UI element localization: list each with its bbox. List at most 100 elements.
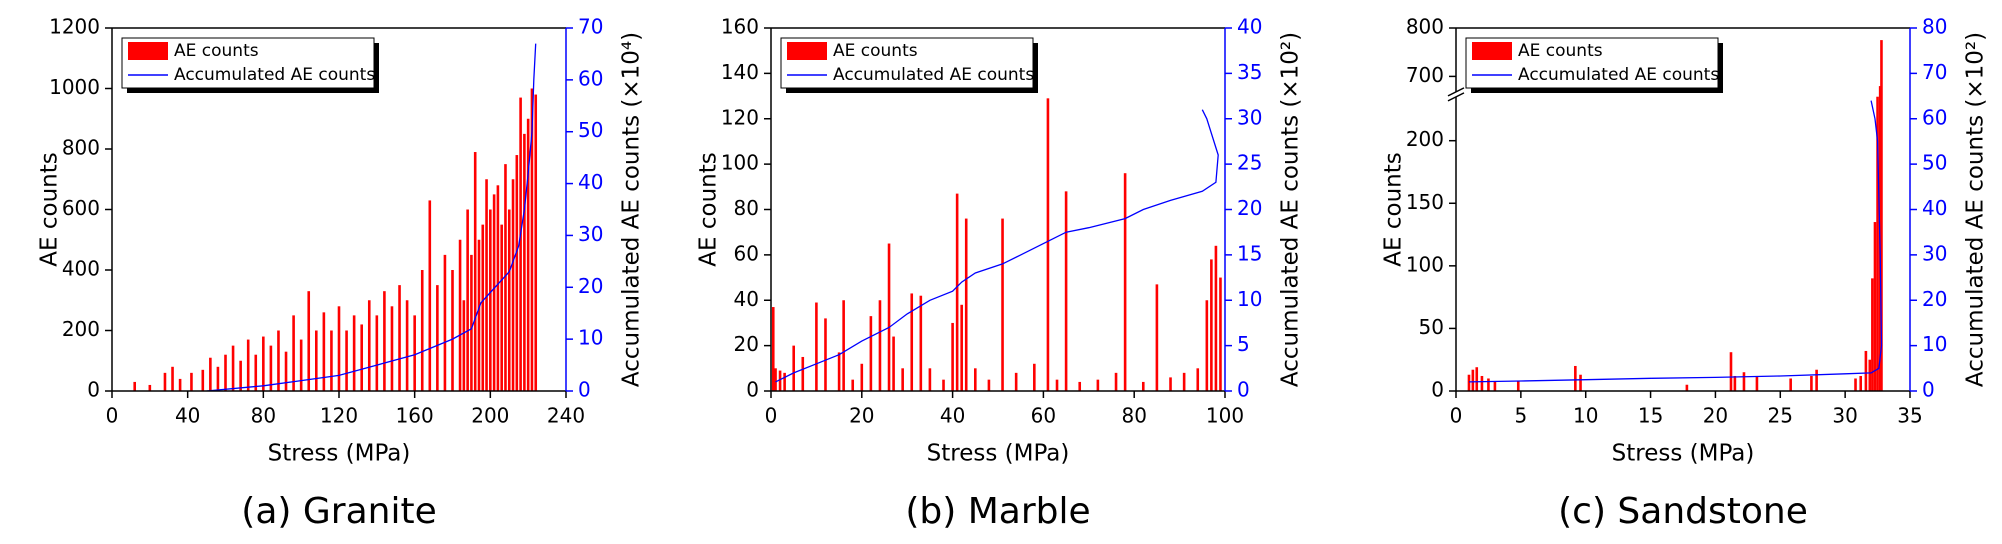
x-tick-label: 60 <box>1031 404 1056 428</box>
bar <box>1859 375 1863 391</box>
legend: AE counts Accumulated AE counts <box>121 37 379 93</box>
bar <box>824 318 827 391</box>
bar <box>878 300 882 391</box>
y2-tick-label: 80 <box>1922 15 1947 39</box>
y-tick-label: 200 <box>1406 127 1444 151</box>
bar <box>337 306 341 391</box>
bar <box>413 315 416 391</box>
bar <box>910 293 914 391</box>
bar <box>375 315 379 391</box>
plot-area <box>1467 40 1883 391</box>
x-tick-label: 30 <box>1832 404 1857 428</box>
bar <box>345 330 348 391</box>
bar <box>1114 372 1118 391</box>
y-tick-label: 160 <box>721 15 759 39</box>
bar <box>860 363 864 391</box>
bar <box>1033 363 1036 391</box>
x-tick-label: 35 <box>1897 404 1922 428</box>
bar <box>254 354 258 391</box>
bar <box>398 285 401 391</box>
bar <box>277 330 280 391</box>
bar <box>443 254 447 391</box>
bar <box>1733 375 1737 391</box>
x-tick-label: 40 <box>175 404 200 428</box>
bar <box>1219 277 1222 391</box>
y-tick-label: 0 <box>87 378 100 402</box>
bar <box>315 330 318 391</box>
bar <box>507 209 511 391</box>
y2-tick-label: 15 <box>1237 241 1262 265</box>
x-tick-label: 10 <box>1573 404 1598 428</box>
bar <box>239 360 242 391</box>
y-tick-label: 150 <box>1406 190 1444 214</box>
bar <box>1789 378 1792 391</box>
bar <box>420 270 424 391</box>
x-tick-label: 120 <box>320 404 358 428</box>
bar <box>352 315 356 391</box>
bar <box>1810 375 1813 391</box>
bar <box>1742 372 1746 391</box>
bar <box>383 291 386 391</box>
bar <box>1475 367 1479 391</box>
y-tick-label: 400 <box>62 257 100 281</box>
bar <box>1516 380 1520 391</box>
y-tick-label: 140 <box>721 60 759 84</box>
bar <box>1096 379 1100 391</box>
legend: AE counts Accumulated AE counts <box>1465 37 1723 93</box>
line <box>206 43 537 391</box>
bar <box>1487 378 1490 391</box>
bar <box>1064 191 1068 391</box>
bar <box>367 300 371 391</box>
bar <box>1214 245 1218 391</box>
bar <box>792 345 795 391</box>
bar <box>133 381 136 391</box>
bar <box>1196 368 1200 391</box>
bar <box>919 295 923 391</box>
bar <box>774 368 777 391</box>
bar <box>1205 300 1209 391</box>
bar <box>515 155 519 391</box>
legend-swatch <box>1472 42 1512 60</box>
bar <box>500 224 503 391</box>
x-tick-label: 100 <box>1206 404 1244 428</box>
bar <box>428 200 432 391</box>
bar <box>201 369 205 391</box>
y2-tick-label: 0 <box>578 378 591 402</box>
legend-label: Accumulated AE counts <box>833 65 1034 85</box>
bar <box>1864 350 1868 391</box>
x-tick-label: 25 <box>1768 404 1793 428</box>
bar <box>1123 173 1127 391</box>
y-tick-label: 80 <box>734 196 759 220</box>
line <box>1468 100 1883 383</box>
bar <box>284 351 288 391</box>
y2-tick-label: 30 <box>1237 105 1262 129</box>
bar <box>209 357 212 391</box>
bar <box>1471 369 1475 391</box>
y2-tick-label: 10 <box>1922 332 1947 356</box>
bar <box>771 307 775 391</box>
x-tick-label: 20 <box>1703 404 1728 428</box>
bar <box>1873 222 1877 391</box>
bar <box>504 164 507 391</box>
y2-tick-label: 70 <box>578 15 603 39</box>
subplot: 0 5 10 15 20 25 30 3505010015020070080001020304… <box>1381 15 1989 533</box>
bar <box>955 193 959 391</box>
legend: AE counts Accumulated AE counts <box>780 37 1038 93</box>
y-tick-label: 1200 <box>49 15 100 39</box>
bar <box>1815 369 1818 391</box>
bar <box>451 270 454 391</box>
bar <box>1467 374 1471 391</box>
bar <box>519 97 522 391</box>
caption: (c) Sandstone <box>1558 491 1808 532</box>
bar <box>783 372 786 391</box>
line <box>775 109 1219 383</box>
x-axis-label: Stress (MPa) <box>927 441 1070 467</box>
legend-label: AE counts <box>174 41 259 61</box>
x-tick-label: 0 <box>765 404 778 428</box>
y2-tick-label: 50 <box>578 118 603 142</box>
bar <box>892 336 895 391</box>
x-tick-label: 40 <box>940 404 965 428</box>
y2-tick-label: 30 <box>578 222 603 246</box>
y-axis-label: AE counts <box>1381 152 1407 266</box>
bar <box>489 209 492 391</box>
